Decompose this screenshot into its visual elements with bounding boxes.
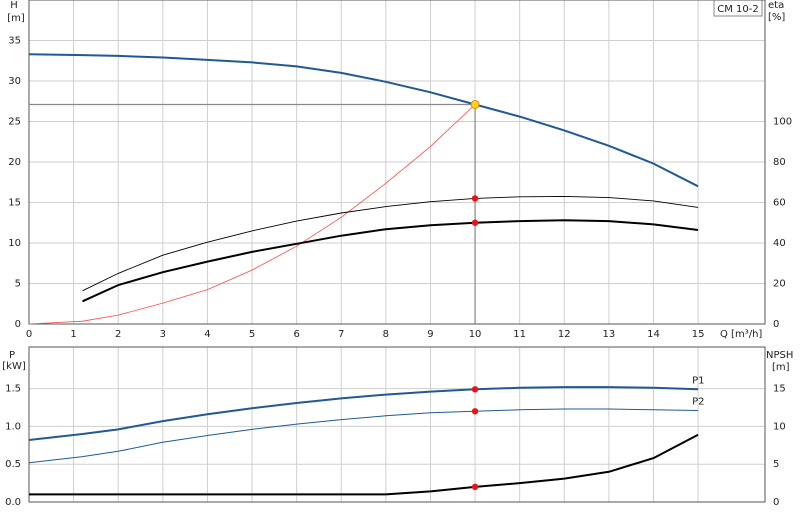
x-label: Q [m³/h] — [720, 329, 762, 340]
y-tick-label: 0 — [15, 319, 21, 330]
eta-unit: [%] — [768, 12, 785, 23]
h-label: H — [10, 0, 18, 11]
y-tick-label: 30 — [8, 76, 21, 87]
y-tick-label: 10 — [8, 238, 21, 249]
series-line — [28, 386, 699, 441]
series-line — [28, 53, 699, 188]
series-line — [29, 433, 699, 496]
series-line — [82, 195, 699, 292]
y2-tick-label: 80 — [773, 157, 786, 168]
y-tick-label: 0.5 — [5, 459, 21, 470]
y2-tick-label: 0 — [773, 497, 779, 508]
x-tick-label: 10 — [469, 329, 482, 340]
plot-frame — [28, 346, 766, 503]
x-tick-label: 14 — [647, 329, 660, 340]
series-line — [28, 408, 699, 464]
x-tick-label: 5 — [249, 329, 255, 340]
x-tick-label: 0 — [26, 329, 32, 340]
y2-tick-label: 40 — [773, 238, 786, 249]
series-label: P2 — [692, 397, 704, 408]
y-tick-label: 15 — [8, 198, 21, 209]
y-tick-label: 25 — [8, 117, 21, 128]
y-tick-label: 1.5 — [5, 384, 21, 395]
x-tick-label: 1 — [70, 329, 76, 340]
x-tick-label: 4 — [204, 329, 210, 340]
x-tick-label: 2 — [115, 329, 121, 340]
model-label: CM 10-2 — [717, 4, 758, 15]
x-tick-label: 11 — [513, 329, 526, 340]
x-tick-label: 3 — [160, 329, 166, 340]
y2-tick-label: 10 — [773, 421, 786, 432]
duty-dot — [471, 195, 479, 202]
series-label: P1 — [692, 375, 704, 386]
y-tick-label: 1.0 — [5, 421, 21, 432]
y2-tick-label: 0 — [773, 319, 779, 330]
duty-dot — [471, 386, 479, 393]
series-line — [82, 219, 699, 303]
p-label: P — [9, 350, 15, 361]
x-tick-label: 8 — [383, 329, 389, 340]
y-tick-label: 5 — [15, 279, 21, 290]
y2-tick-label: 60 — [773, 198, 786, 209]
duty-dot — [471, 408, 479, 415]
y-tick-label: 0.0 — [5, 497, 21, 508]
y-tick-label: 20 — [8, 157, 21, 168]
duty-dot — [471, 483, 479, 491]
npsh-unit: [m] — [772, 362, 790, 373]
y2-tick-label: 20 — [773, 279, 786, 290]
x-tick-label: 12 — [558, 329, 571, 340]
model-box — [713, 0, 763, 17]
series-line — [28, 104, 476, 325]
y-tick-label: 35 — [8, 36, 21, 47]
x-tick-label: 9 — [427, 329, 433, 340]
duty-dot — [471, 219, 479, 226]
y2-tick-label: 5 — [773, 459, 779, 470]
plot-frame — [28, 0, 766, 325]
npsh-label: NPSH — [766, 350, 793, 361]
eta-label: eta — [768, 0, 784, 11]
y2-tick-label: 100 — [773, 117, 792, 128]
p-unit: [kW] — [2, 361, 26, 372]
duty-point — [470, 99, 480, 109]
y2-tick-label: 15 — [773, 384, 786, 395]
h-unit: [m] — [7, 13, 25, 24]
x-tick-label: 7 — [338, 329, 344, 340]
x-tick-label: 13 — [603, 329, 616, 340]
x-tick-label: 6 — [293, 329, 299, 340]
x-tick-label: 15 — [692, 329, 705, 340]
